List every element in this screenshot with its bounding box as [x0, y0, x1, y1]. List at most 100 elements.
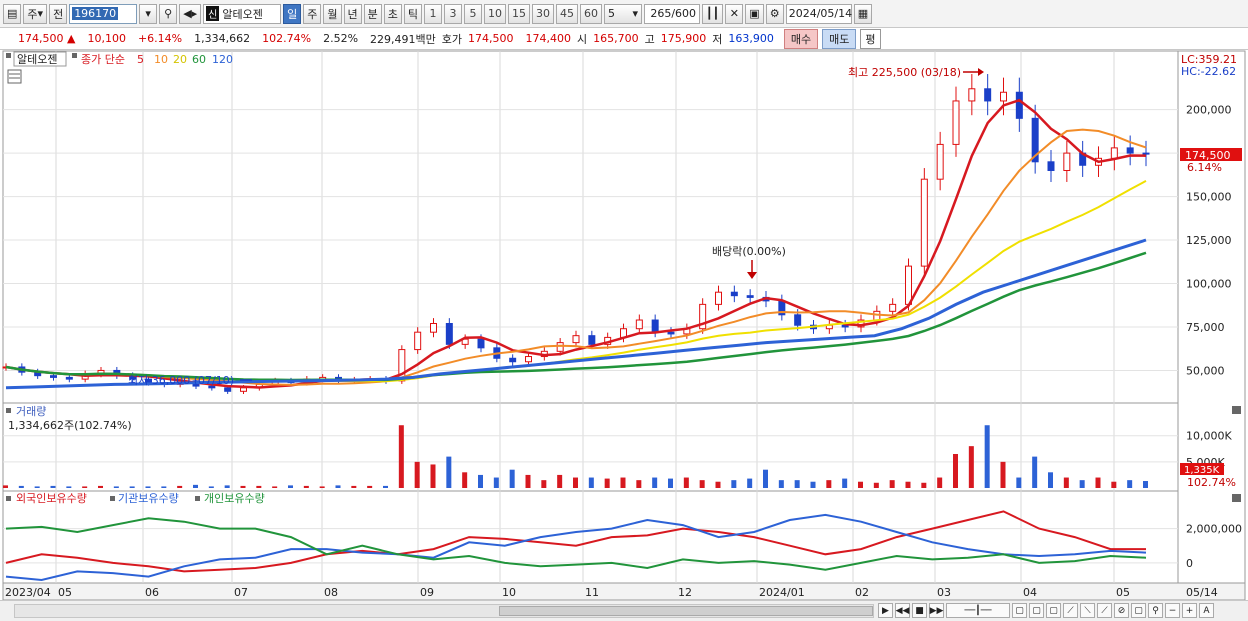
annotation-high-arrowhead [978, 68, 984, 76]
search-icon[interactable]: ⚲ [159, 3, 178, 24]
period-second-button[interactable]: 초 [383, 3, 402, 24]
interval-45-button[interactable]: 45 [556, 3, 579, 24]
stock-name-box[interactable]: 신 알테오젠 [203, 3, 282, 24]
candle-body [1000, 91, 1007, 102]
price-change-pct: +6.14% [137, 32, 183, 45]
chart-scrollbar[interactable] [14, 604, 874, 618]
interval-60-label: 60 [584, 7, 599, 20]
rewind-icon[interactable]: ◀◀ [895, 603, 910, 618]
period-day-button[interactable]: 일 [283, 3, 302, 24]
period-month-button[interactable]: 월 [323, 3, 342, 24]
chart-area[interactable]: 50,00075,000100,000125,000150,000175,000… [0, 50, 1248, 600]
period-tick-button[interactable]: 틱 [403, 3, 423, 24]
settings-icon[interactable]: ⚙ [765, 3, 784, 24]
interval-3-button[interactable]: 3 [444, 3, 463, 24]
buy-button[interactable]: 매수 [783, 28, 819, 49]
draw-2-icon[interactable]: ⟍ [1080, 603, 1095, 618]
volume-bar [1048, 472, 1053, 488]
volume-last-pct: 102.74% [1187, 476, 1236, 489]
volume-bar [842, 478, 848, 488]
interval-15-label: 15 [512, 7, 527, 20]
x-label-08: 08 [324, 586, 338, 599]
interval-5-label: 5 [469, 7, 477, 20]
interval-60-button[interactable]: 60 [580, 3, 603, 24]
fast-forward-icon[interactable]: ▶▶ [929, 603, 944, 618]
candle-body [240, 387, 247, 392]
stop-icon[interactable]: ■ [912, 603, 927, 618]
chart-scroll-thumb[interactable] [499, 606, 873, 616]
speaker-icon[interactable]: ◀▸ [179, 3, 202, 24]
open-label: 시 [577, 32, 588, 46]
market-select[interactable]: 주 ▾ [23, 3, 48, 24]
volume-bar [1095, 477, 1101, 488]
candle-body [746, 295, 754, 298]
lc-label: LC:359.21 [1181, 53, 1237, 66]
sell-button[interactable]: 매도 [822, 28, 857, 49]
volume-last-box [1180, 463, 1224, 475]
save-icon[interactable]: ▣ [745, 3, 764, 24]
zoom-icon[interactable]: ⚲ [1148, 603, 1163, 618]
trade-amount: 229,491백만 [370, 32, 436, 46]
holdings-tick-label: 0 [1186, 557, 1193, 570]
candle-body [905, 265, 912, 305]
interval-10-button[interactable]: 10 [484, 3, 507, 24]
current-price-cell: 174,500 ▲ [0, 32, 81, 45]
interval-select[interactable]: 5 ▾ [604, 3, 643, 24]
credit-badge: 신 [206, 6, 220, 21]
volume-bar [1111, 481, 1117, 488]
volume-bar [699, 480, 705, 488]
draw-icon[interactable]: ⟋ [1063, 603, 1078, 618]
candle-body [65, 376, 73, 380]
price-tick-label: 150,000 [1186, 191, 1232, 204]
interval-1-button[interactable]: 1 [424, 3, 443, 24]
volume-value-label: 1,334,662주(102.74%) [8, 419, 132, 432]
stock-code-input[interactable]: 196170 [69, 3, 138, 24]
legend-ma5: 5 [137, 53, 144, 66]
holdings-close-icon[interactable] [1232, 494, 1241, 502]
holdings-line-individual [5, 517, 1147, 571]
period-week-label: 주 [307, 7, 318, 21]
interval-15-button[interactable]: 15 [508, 3, 531, 24]
volume-bar [98, 485, 103, 488]
copy-icon[interactable]: ▢ [1131, 603, 1146, 618]
x-label-02: 02 [855, 586, 869, 599]
interval-30-button[interactable]: 30 [532, 3, 555, 24]
candle-icon[interactable]: ┃┃ [702, 3, 724, 24]
x-label-2024-01: 2024/01 [759, 586, 805, 599]
period-week-button[interactable]: 주 [303, 3, 322, 24]
plus-icon[interactable]: + [1182, 603, 1197, 618]
legend-foreign: 외국인보유수량 [16, 492, 87, 505]
code-dropdown-icon[interactable]: ▾ [139, 3, 158, 24]
layout-1-icon[interactable]: ▢ [1012, 603, 1027, 618]
volume-bar [113, 486, 119, 488]
candle-body [794, 314, 802, 326]
count-input[interactable]: 265/600 [644, 3, 701, 24]
candle-body [1126, 147, 1134, 154]
crosshair-icon[interactable]: ✕ [725, 3, 744, 24]
table-icon[interactable] [7, 69, 22, 84]
volume-bar [256, 485, 262, 488]
link-icon[interactable]: ⊘ [1114, 603, 1129, 618]
chart-type-icon[interactable]: ▤ [3, 3, 22, 24]
volume-bar [145, 486, 151, 488]
period-minute-button[interactable]: 분 [363, 3, 382, 24]
interval-5-button[interactable]: 5 [464, 3, 483, 24]
quote-label: 호가 [441, 32, 463, 46]
annotation-high: 최고 225,500 (03/18) [848, 66, 961, 79]
date-input[interactable]: 2024/05/14 [785, 3, 852, 24]
zoom-slider[interactable]: ──┃── [946, 603, 1010, 618]
x-label-12: 12 [678, 586, 692, 599]
font-icon[interactable]: A [1199, 603, 1214, 618]
volume-close-icon[interactable] [1232, 406, 1241, 414]
prev-button[interactable]: 전 [49, 3, 68, 24]
layout-2-icon[interactable]: ▢ [1029, 603, 1044, 618]
x-label-10: 10 [502, 586, 516, 599]
period-year-button[interactable]: 년 [343, 3, 362, 24]
draw-3-icon[interactable]: ⟋ [1097, 603, 1112, 618]
calendar-icon[interactable]: ▦ [853, 3, 873, 24]
layout-3-icon[interactable]: ▢ [1046, 603, 1061, 618]
main-toolbar: ▤ 주 ▾ 전 196170 ▾ ⚲ ◀▸ 신 알테오젠 일 주 월 년 분 초 … [0, 0, 1248, 28]
minus-icon[interactable]: − [1165, 603, 1180, 618]
scroll-right-icon[interactable]: ▶ [878, 603, 893, 618]
eval-button[interactable]: 평 [860, 28, 881, 49]
